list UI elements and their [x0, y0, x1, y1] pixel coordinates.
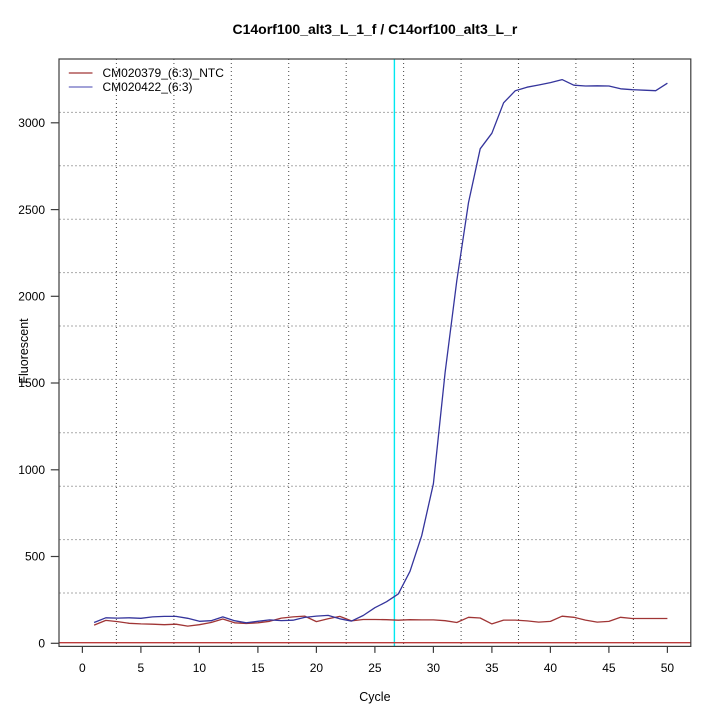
- svg-text:2000: 2000: [18, 290, 45, 304]
- svg-text:CM020422_(6:3): CM020422_(6:3): [103, 80, 193, 94]
- svg-text:40: 40: [544, 661, 558, 675]
- svg-text:Fluorescent: Fluorescent: [17, 318, 31, 384]
- svg-text:20: 20: [310, 661, 324, 675]
- svg-text:5: 5: [138, 661, 145, 675]
- svg-text:500: 500: [25, 550, 45, 564]
- svg-text:CM020379_(6:3)_NTC: CM020379_(6:3)_NTC: [103, 66, 225, 80]
- svg-text:50: 50: [661, 661, 675, 675]
- svg-text:25: 25: [368, 661, 382, 675]
- svg-text:30: 30: [427, 661, 441, 675]
- svg-text:1500: 1500: [18, 376, 45, 390]
- svg-text:10: 10: [193, 661, 207, 675]
- svg-text:C14orf100_alt3_L_1_f / C14orf1: C14orf100_alt3_L_1_f / C14orf100_alt3_L_…: [232, 21, 517, 37]
- svg-text:0: 0: [79, 661, 86, 675]
- svg-text:Cycle: Cycle: [359, 690, 390, 704]
- svg-text:2500: 2500: [18, 203, 45, 217]
- svg-text:15: 15: [251, 661, 265, 675]
- svg-text:35: 35: [485, 661, 499, 675]
- svg-text:3000: 3000: [18, 116, 45, 130]
- svg-text:45: 45: [602, 661, 616, 675]
- svg-text:0: 0: [38, 637, 45, 651]
- svg-text:1000: 1000: [18, 463, 45, 477]
